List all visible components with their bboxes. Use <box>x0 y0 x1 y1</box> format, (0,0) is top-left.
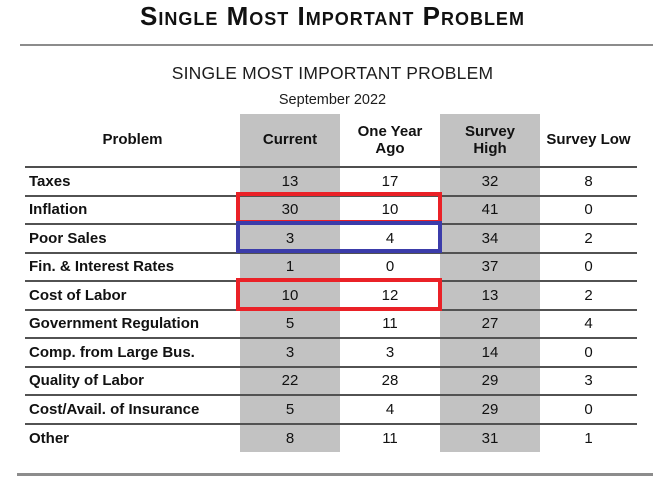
cell-value: 29 <box>440 366 540 396</box>
cell-value: 2 <box>540 281 637 311</box>
cell-value: 3 <box>240 224 340 254</box>
row-label: Comp. from Large Bus. <box>25 338 240 368</box>
cell-value: 10 <box>340 195 440 225</box>
column-header-problem: Problem <box>25 114 240 168</box>
cell-value: 14 <box>440 338 540 368</box>
cell-value: 0 <box>540 395 637 425</box>
cell-value: 5 <box>240 395 340 425</box>
row-label: Inflation <box>25 195 240 225</box>
cell-value: 0 <box>540 252 637 282</box>
cell-value: 37 <box>440 252 540 282</box>
cell-value: 3 <box>540 366 637 396</box>
row-inflation: Inflation 30 10 41 0 <box>25 195 637 225</box>
row-label: Fin. & Interest Rates <box>25 252 240 282</box>
page-title: Single Most Important Problem <box>140 1 525 31</box>
row-other: Other 8 11 31 1 <box>25 423 637 452</box>
header-row: Problem Current One Year Ago Survey High… <box>25 114 637 168</box>
row-cost-avail-insurance: Cost/Avail. of Insurance 5 4 29 0 <box>25 395 637 425</box>
row-label: Cost/Avail. of Insurance <box>25 395 240 425</box>
cell-value: 5 <box>240 309 340 339</box>
cell-value: 13 <box>440 281 540 311</box>
row-fin-interest-rates: Fin. & Interest Rates 1 0 37 0 <box>25 252 637 282</box>
column-header-survey-low: Survey Low <box>540 114 637 168</box>
row-label: Taxes <box>25 167 240 197</box>
cell-value: 17 <box>340 167 440 197</box>
row-label: Government Regulation <box>25 309 240 339</box>
cell-value: 27 <box>440 309 540 339</box>
cell-value: 29 <box>440 395 540 425</box>
cell-value: 1 <box>584 429 593 447</box>
cell-value: 4 <box>340 224 440 254</box>
cell-value: 3 <box>240 338 340 368</box>
cell-value: 0 <box>540 195 637 225</box>
row-poor-sales: Poor Sales 3 4 34 2 <box>25 224 637 254</box>
cell-value: 32 <box>440 167 540 197</box>
column-header-current: Current <box>240 114 340 168</box>
bottom-divider <box>17 473 653 476</box>
row-government-regulation: Government Regulation 5 11 27 4 <box>25 309 637 339</box>
cell-value: 0 <box>540 338 637 368</box>
cell-value: 1 <box>240 252 340 282</box>
cell-value: 34 <box>440 224 540 254</box>
table-subtitle: September 2022 <box>278 92 387 108</box>
column-header-survey-high: Survey High <box>440 114 540 168</box>
row-quality-of-labor: Quality of Labor 22 28 29 3 <box>25 366 637 396</box>
row-taxes: Taxes 13 17 32 8 <box>25 167 637 197</box>
cell-value: 30 <box>240 195 340 225</box>
cell-value: 22 <box>240 366 340 396</box>
cell-value: 4 <box>340 395 440 425</box>
cell-value: 11 <box>382 429 398 447</box>
cell-value: 31 <box>440 423 540 452</box>
row-cost-of-labor: Cost of Labor 10 12 13 2 <box>25 281 637 311</box>
row-comp-from-large-bus: Comp. from Large Bus. 3 3 14 0 <box>25 338 637 368</box>
row-label: Quality of Labor <box>25 366 240 396</box>
cell-value: 8 <box>540 167 637 197</box>
cell-value: 4 <box>540 309 637 339</box>
cell-value: 11 <box>340 309 440 339</box>
cell-value: 12 <box>340 281 440 311</box>
cell-value: 0 <box>340 252 440 282</box>
row-label: Other <box>29 429 70 447</box>
cell-value: 3 <box>340 338 440 368</box>
cell-value: 28 <box>340 366 440 396</box>
row-label: Poor Sales <box>25 224 240 254</box>
cell-value: 10 <box>240 281 340 311</box>
column-header-one-year-ago: One Year Ago <box>340 114 440 168</box>
cell-value: 41 <box>440 195 540 225</box>
problem-table: Problem Current One Year Ago Survey High… <box>25 114 637 452</box>
cell-value: 2 <box>540 224 637 254</box>
top-divider <box>20 44 653 46</box>
table-title: SINGLE MOST IMPORTANT PROBLEM <box>171 63 494 83</box>
cell-value: 8 <box>240 423 340 452</box>
cell-value: 13 <box>240 167 340 197</box>
row-label: Cost of Labor <box>25 281 240 311</box>
